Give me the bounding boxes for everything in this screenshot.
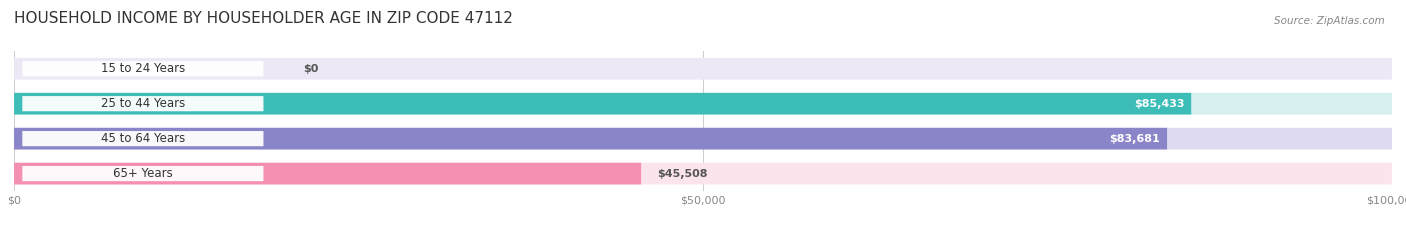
FancyBboxPatch shape: [22, 131, 263, 146]
FancyBboxPatch shape: [14, 128, 1167, 150]
Text: $0: $0: [304, 64, 319, 74]
Text: HOUSEHOLD INCOME BY HOUSEHOLDER AGE IN ZIP CODE 47112: HOUSEHOLD INCOME BY HOUSEHOLDER AGE IN Z…: [14, 11, 513, 26]
FancyBboxPatch shape: [14, 93, 1191, 115]
Text: 45 to 64 Years: 45 to 64 Years: [101, 132, 186, 145]
FancyBboxPatch shape: [22, 61, 263, 76]
Text: $83,681: $83,681: [1109, 134, 1160, 144]
Text: 15 to 24 Years: 15 to 24 Years: [101, 62, 186, 75]
FancyBboxPatch shape: [14, 93, 1392, 115]
Text: 25 to 44 Years: 25 to 44 Years: [101, 97, 186, 110]
FancyBboxPatch shape: [14, 58, 1392, 80]
Text: Source: ZipAtlas.com: Source: ZipAtlas.com: [1274, 16, 1385, 26]
Text: $45,508: $45,508: [658, 169, 709, 178]
FancyBboxPatch shape: [22, 166, 263, 181]
FancyBboxPatch shape: [14, 163, 641, 185]
FancyBboxPatch shape: [22, 96, 263, 111]
FancyBboxPatch shape: [14, 128, 1392, 150]
Text: 65+ Years: 65+ Years: [112, 167, 173, 180]
FancyBboxPatch shape: [14, 163, 1392, 185]
Text: $85,433: $85,433: [1133, 99, 1184, 109]
